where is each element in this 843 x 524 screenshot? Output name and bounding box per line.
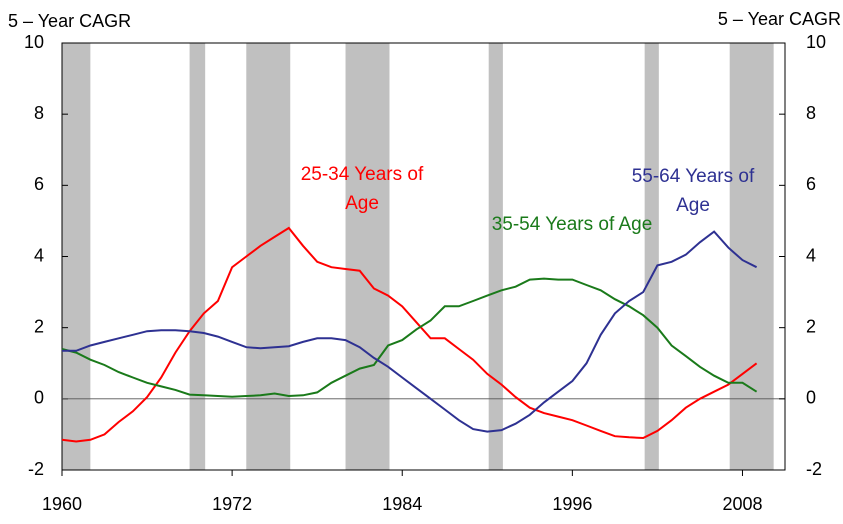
shaded-period: [644, 43, 659, 470]
y-tick-label: 6: [34, 174, 44, 194]
x-tick-label: 1984: [382, 494, 422, 514]
x-tick-label: 1996: [552, 494, 592, 514]
y2-tick-label: 4: [806, 245, 816, 265]
y-axis-title: 5 – Year CAGR: [8, 11, 131, 31]
line-series: [62, 230, 758, 433]
y2-axis-title: 5 – Year CAGR: [718, 9, 841, 29]
shaded-period: [189, 43, 206, 470]
y2-tick-label: -2: [806, 459, 822, 479]
y-tick-label: -2: [28, 459, 44, 479]
y2-tick-label: 10: [806, 32, 826, 52]
y2-tick-label: 0: [806, 388, 816, 408]
series-label: 25-34 Years of Age: [300, 164, 424, 214]
plot-frame: [61, 42, 786, 471]
y-tick-label: 2: [34, 316, 44, 336]
series-label: 55-64 Years of Age: [631, 166, 755, 216]
line-series: [61, 277, 758, 398]
y2-tick-label: 8: [806, 103, 816, 123]
y2-tick-label: 2: [806, 316, 816, 336]
shaded-period: [488, 43, 503, 470]
shaded-period: [246, 43, 291, 470]
series-label: 35-54 Years of Age: [491, 214, 653, 235]
shaded-period: [345, 43, 390, 470]
y2-tick-label: 6: [806, 174, 816, 194]
y-tick-label: 0: [34, 388, 44, 408]
y-tick-label: 8: [34, 103, 44, 123]
y-tick-label: 10: [24, 32, 44, 52]
x-tick-label: 2008: [722, 494, 762, 514]
shaded-period: [729, 43, 774, 470]
x-tick-label: 1972: [212, 494, 252, 514]
x-tick-label: 1960: [42, 494, 82, 514]
line-series: [61, 226, 758, 443]
y-tick-label: 4: [34, 245, 44, 265]
